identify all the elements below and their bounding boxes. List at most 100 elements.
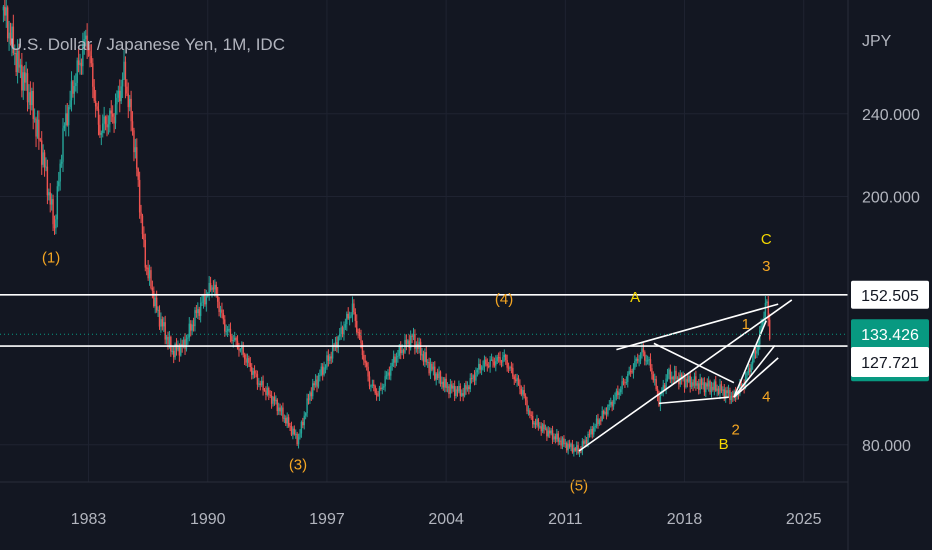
- candle-body: [327, 355, 330, 361]
- price-axis[interactable]: 240.000 200.000 80.000: [862, 107, 920, 455]
- candle-body: [448, 386, 450, 394]
- candle-body: [347, 313, 349, 319]
- candle-body: [259, 383, 261, 385]
- candle-body: [624, 382, 626, 384]
- candle-body: [174, 343, 176, 358]
- candle-body: [364, 360, 366, 363]
- candle-body: [246, 358, 249, 363]
- candle-body: [8, 32, 10, 39]
- candle-body: [436, 373, 439, 378]
- candle-body: [116, 97, 118, 105]
- wave-label: 1: [742, 316, 750, 333]
- candle-body: [216, 294, 219, 302]
- candle-body: [373, 384, 375, 386]
- candle-body: [533, 422, 535, 425]
- candle-body: [398, 346, 401, 356]
- candle-body: [595, 418, 598, 427]
- candle-body: [92, 63, 94, 87]
- candle-body: [526, 400, 528, 412]
- candle-body: [269, 394, 271, 396]
- candle-body: [622, 381, 625, 383]
- candle-body: [397, 355, 399, 358]
- candle-body: [204, 295, 206, 305]
- candle-body: [543, 424, 545, 430]
- candle-body: [695, 376, 697, 386]
- candle-body: [279, 407, 281, 412]
- candle-body: [320, 366, 322, 376]
- candle-body: [384, 376, 386, 387]
- candle-body: [111, 113, 114, 117]
- level-tag-upper-bg: [851, 280, 929, 309]
- candle-body: [326, 355, 328, 368]
- candle-body: [167, 336, 169, 345]
- candle-body: [669, 369, 672, 380]
- level-tag-lower-bg: [851, 347, 929, 378]
- candle-body: [225, 331, 227, 333]
- candle-body: [581, 441, 584, 452]
- candle-body: [331, 344, 334, 359]
- candle-body: [583, 441, 585, 444]
- candle-body: [263, 390, 266, 392]
- candle-body: [564, 443, 567, 445]
- candle-body: [370, 385, 372, 387]
- candle-body: [510, 367, 513, 369]
- candle-body: [165, 336, 168, 340]
- candle-body: [15, 52, 17, 73]
- candle-body: [228, 328, 230, 330]
- candle-body: [128, 98, 131, 108]
- wave-label: (4): [495, 291, 513, 308]
- candle-body: [80, 62, 83, 67]
- candle-body: [25, 73, 27, 83]
- candle-body: [412, 334, 415, 337]
- candle-body: [675, 370, 677, 379]
- candle-body: [131, 121, 134, 131]
- candle-body: [746, 373, 748, 377]
- candle-body: [89, 51, 91, 56]
- candle-body: [446, 386, 449, 388]
- candle-body: [703, 382, 706, 393]
- candle-body: [360, 336, 362, 344]
- time-axis[interactable]: 1983 1990 1997 2004 2011 2018 2025: [71, 511, 822, 528]
- candle-body: [716, 388, 718, 391]
- candle-body: [102, 123, 104, 133]
- candle-body: [76, 60, 78, 83]
- candle-body: [547, 430, 550, 437]
- trendline: [578, 299, 793, 452]
- candle-body: [656, 389, 659, 396]
- candle-body: [497, 357, 500, 359]
- y-tick-label: 240.000: [862, 107, 920, 124]
- candle-body: [544, 428, 547, 430]
- candle-body: [158, 309, 161, 327]
- candle-body: [290, 426, 293, 435]
- candle-body: [182, 339, 185, 347]
- candle-body: [218, 301, 220, 312]
- candle-body: [672, 376, 674, 380]
- candle-body: [83, 39, 85, 45]
- horizontal-levels: [0, 293, 848, 347]
- candle-body: [651, 368, 653, 375]
- candle-body: [757, 344, 760, 351]
- candle-body: [459, 385, 462, 396]
- candle-body: [683, 377, 686, 388]
- candle-body: [211, 287, 213, 291]
- candle-body: [432, 366, 435, 370]
- candle-body: [252, 370, 254, 375]
- candle-body: [531, 415, 534, 425]
- candle-body: [743, 384, 745, 388]
- candle-body: [424, 352, 426, 362]
- candle-body: [577, 445, 579, 453]
- y-tick-label: 200.000: [862, 190, 920, 207]
- candle-body: [385, 374, 388, 377]
- x-tick-label: 2004: [428, 511, 464, 528]
- x-tick-label: 2011: [548, 511, 583, 528]
- candle-body: [70, 81, 73, 101]
- candle-body: [208, 282, 210, 294]
- candle-body: [187, 337, 189, 339]
- candle-body: [50, 199, 53, 205]
- candle-body: [604, 411, 606, 414]
- wave-label: A: [630, 289, 640, 306]
- candle-body: [58, 181, 60, 187]
- candle-body: [319, 375, 321, 377]
